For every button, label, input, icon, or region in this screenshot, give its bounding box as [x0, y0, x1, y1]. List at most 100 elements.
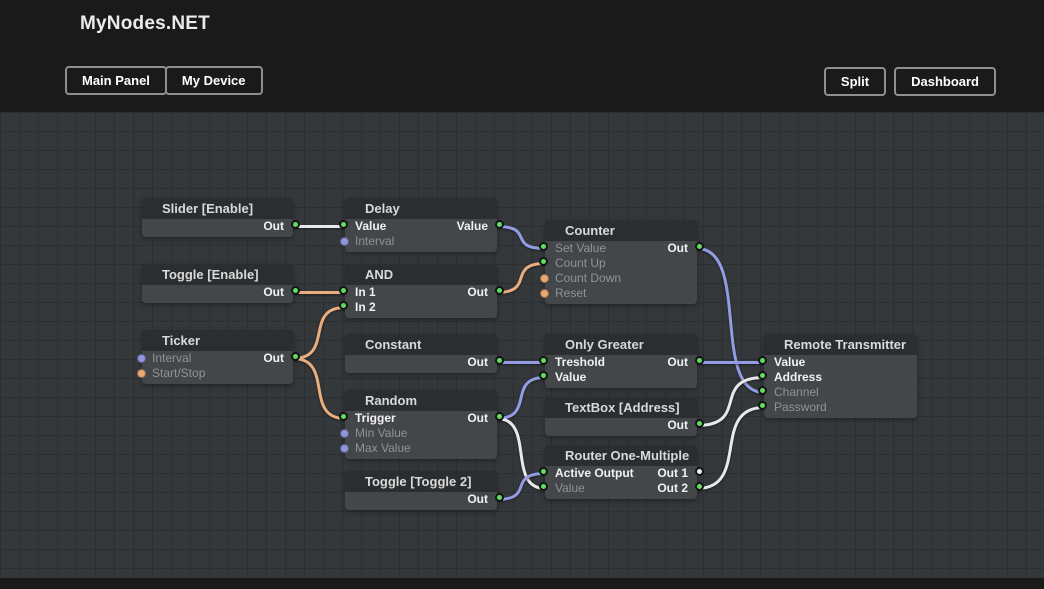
wire-random-to-router: [495, 417, 547, 490]
node-row: Out: [345, 492, 497, 507]
output-port-out[interactable]: [494, 356, 504, 365]
node-body: Out: [142, 219, 293, 237]
node-and[interactable]: AND In 1 Out In 2: [338, 264, 504, 318]
output-port-out[interactable]: [290, 352, 300, 361]
node-row: Set Value Out: [545, 241, 697, 256]
node-row: Trigger Out: [345, 411, 497, 426]
output-port-out[interactable]: [494, 286, 504, 295]
output-port-out[interactable]: [290, 286, 300, 295]
input-label: Set Value: [555, 241, 607, 255]
node-title: Constant: [345, 334, 497, 355]
input-port-interval[interactable]: [137, 353, 146, 363]
output-label: Out: [467, 285, 488, 299]
node-remote-transmitter[interactable]: Remote Transmitter Value Address Channel Pas…: [757, 334, 917, 418]
node-title: Delay: [345, 198, 497, 219]
input-label: Value: [555, 481, 585, 495]
node-title: Toggle [Toggle 2]: [345, 471, 497, 492]
input-label: Active Output: [555, 466, 634, 480]
node-delay[interactable]: Delay Value Value Interval: [338, 198, 504, 252]
input-port-value[interactable]: [338, 220, 348, 229]
output-port-value[interactable]: [494, 220, 504, 229]
input-label: Interval: [152, 351, 192, 365]
node-title: Random: [345, 390, 497, 411]
input-label: In 2: [355, 300, 376, 314]
output-port-out[interactable]: [290, 220, 300, 229]
node-body: Value Value Interval: [345, 219, 497, 252]
node-row: Out: [345, 355, 497, 370]
top-bar: MyNodes.NET Main Panel My Device Split D…: [0, 0, 1044, 112]
wire-ticker-to-and: [291, 306, 347, 360]
input-label: Value: [774, 355, 806, 369]
input-label: Interval: [355, 234, 395, 248]
output-port-out[interactable]: [494, 493, 504, 502]
wire-delay-to-counter: [495, 225, 547, 250]
node-toggle-enable[interactable]: Toggle [Enable] Out: [142, 264, 300, 303]
node-title: Remote Transmitter: [764, 334, 917, 355]
split-button[interactable]: Split: [823, 67, 887, 96]
app-title: MyNodes.NET: [80, 13, 210, 34]
wire-toggle-2-to-router: [495, 472, 547, 501]
node-counter[interactable]: Counter Set Value Out Count Up Count Down Res…: [538, 220, 704, 304]
node-ticker[interactable]: Ticker Interval Out Start/Stop: [137, 330, 300, 384]
node-title: Slider [Enable]: [142, 198, 293, 219]
node-body: Out: [545, 418, 697, 436]
input-port-trigger[interactable]: [338, 412, 348, 421]
output-label: Out 2: [657, 481, 688, 495]
wire-router-to-remote-transmitter: [695, 406, 766, 490]
input-port-treshold[interactable]: [538, 356, 548, 365]
output-port-out[interactable]: [494, 412, 504, 421]
input-port-channel[interactable]: [757, 386, 767, 395]
node-editor-canvas[interactable]: Slider [Enable] Out Toggle [Enable] Out Tick…: [0, 112, 1044, 578]
input-port-set-value[interactable]: [538, 242, 548, 251]
input-port-min-value[interactable]: [340, 428, 349, 438]
wire-and-to-counter: [495, 262, 547, 294]
input-label: Reset: [555, 286, 587, 300]
output-port-out-1[interactable]: [694, 467, 704, 476]
input-port-in-1[interactable]: [338, 286, 348, 295]
input-port-password[interactable]: [757, 401, 767, 410]
node-row: Interval: [345, 234, 497, 249]
output-port-out[interactable]: [694, 356, 704, 365]
node-textbox-address[interactable]: TextBox [Address] Out: [545, 397, 704, 436]
tab-main-panel[interactable]: Main Panel: [65, 66, 167, 95]
input-port-value[interactable]: [538, 482, 548, 491]
node-slider-enable[interactable]: Slider [Enable] Out: [142, 198, 300, 237]
node-constant[interactable]: Constant Out: [345, 334, 504, 373]
input-label: Address: [774, 370, 823, 384]
dashboard-button[interactable]: Dashboard: [894, 67, 996, 96]
node-row: Out: [545, 418, 697, 433]
node-body: In 1 Out In 2: [345, 285, 497, 318]
output-port-out-2[interactable]: [694, 482, 704, 491]
node-title: Router One-Multiple: [545, 445, 697, 466]
node-title: Ticker: [142, 330, 293, 351]
node-row: In 1 Out: [345, 285, 497, 300]
input-port-address[interactable]: [757, 371, 767, 380]
input-label: Trigger: [355, 411, 396, 425]
node-toggle-2[interactable]: Toggle [Toggle 2] Out: [345, 471, 504, 510]
input-port-reset[interactable]: [540, 288, 549, 298]
output-label: Out: [667, 418, 688, 432]
input-port-active-output[interactable]: [538, 467, 548, 476]
input-port-count-up[interactable]: [538, 257, 548, 266]
input-port-interval[interactable]: [340, 236, 349, 246]
input-port-max-value[interactable]: [340, 443, 349, 453]
output-label: Out: [467, 492, 488, 506]
input-label: Min Value: [355, 426, 408, 440]
output-port-out[interactable]: [694, 242, 704, 251]
output-label: Out 1: [657, 466, 688, 480]
input-port-count-down[interactable]: [540, 273, 549, 283]
node-body: Active Output Out 1 Value Out 2: [545, 466, 697, 499]
node-only-greater[interactable]: Only Greater Treshold Out Value: [538, 334, 704, 388]
output-port-out[interactable]: [694, 419, 704, 428]
node-title: TextBox [Address]: [545, 397, 697, 418]
node-router[interactable]: Router One-Multiple Active Output Out 1 Val…: [538, 445, 704, 499]
input-port-value[interactable]: [757, 356, 767, 365]
input-port-start-stop[interactable]: [137, 368, 146, 378]
input-label: Password: [774, 400, 827, 414]
node-row: Active Output Out 1: [545, 466, 697, 481]
node-random[interactable]: Random Trigger Out Min Value Max Value: [338, 390, 504, 459]
input-port-value[interactable]: [538, 371, 548, 380]
node-row: Value: [545, 370, 697, 385]
tab-my-device[interactable]: My Device: [164, 66, 263, 95]
input-port-in-2[interactable]: [338, 301, 348, 310]
